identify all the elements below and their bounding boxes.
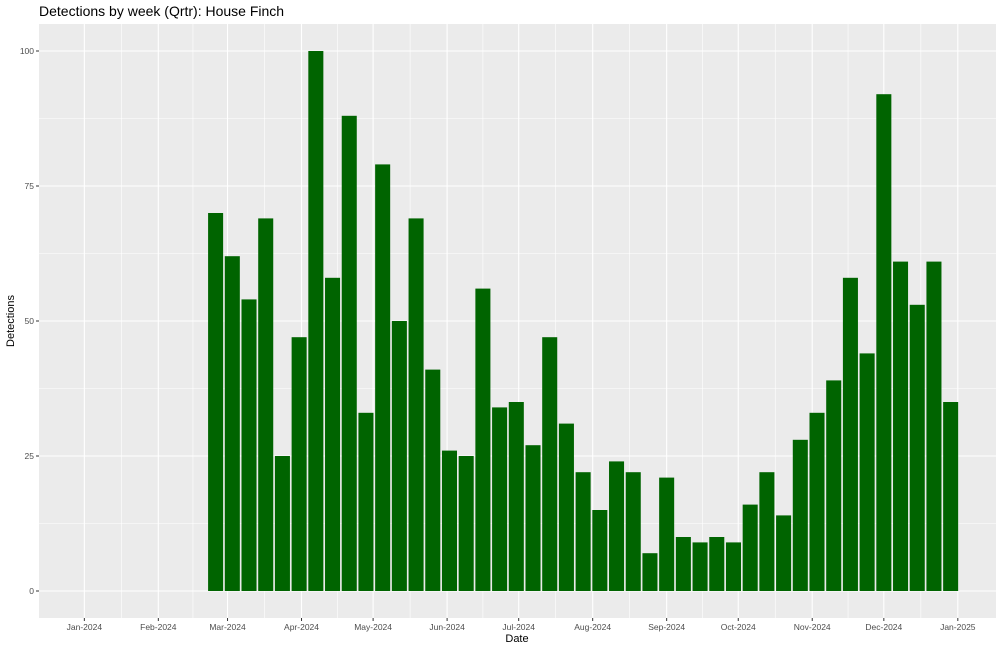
x-tick-label: Jul-2024 [502,622,535,632]
bar [742,504,758,591]
x-tick-label: Jun-2024 [429,622,465,632]
bar [893,261,909,591]
bar [542,337,558,591]
chart-title: Detections by week (Qrtr): House Finch [39,3,284,19]
bar [475,288,491,591]
y-axis-title: Detections [5,295,17,347]
bar [241,299,257,591]
bar [826,380,842,591]
x-tick-label: Aug-2024 [574,622,611,632]
x-tick-label: Feb-2024 [140,622,177,632]
bar [508,402,524,591]
y-tick-label: 50 [25,316,35,326]
x-tick-label: Mar-2024 [209,622,246,632]
bar [375,164,391,591]
bar [725,542,741,591]
bars [208,51,959,592]
bar [458,456,474,591]
x-tick-label: Oct-2024 [721,622,756,632]
bar [391,321,407,591]
y-tick-label: 100 [20,46,34,56]
bar [274,456,290,591]
bar [558,423,574,591]
bar [792,439,808,591]
bar [675,537,691,591]
bar [642,553,658,591]
bar [809,412,825,591]
bar [859,353,875,591]
bar [408,218,424,591]
bar [308,51,324,591]
bar [492,407,508,591]
x-tick-label: Jan-2025 [940,622,976,632]
bar [709,537,725,591]
x-tick-label: Nov-2024 [794,622,831,632]
bar [943,402,959,591]
y-tick-label: 25 [25,451,35,461]
bar [609,461,625,591]
bar [759,472,775,591]
bar [325,277,341,591]
x-tick-label: Sep-2024 [648,622,685,632]
bar [592,510,608,591]
bar [341,115,357,592]
x-axis: Jan-2024 Feb-2024 Mar-2024 Apr-2024 May-2024… [67,618,976,632]
x-tick-label: May-2024 [354,622,392,632]
bar [842,277,858,591]
x-axis-title: Date [505,633,528,645]
bar [208,213,224,591]
bar [876,94,892,591]
bar [441,450,458,591]
bar [926,261,942,591]
x-tick-label: Apr-2024 [284,622,319,632]
bar [625,472,641,591]
bar [909,304,925,591]
x-tick-label: Jan-2024 [67,622,103,632]
bar [358,412,374,591]
bar [258,218,274,591]
bar [575,472,591,591]
bar [659,477,675,591]
y-axis: 0 25 50 75 100 [20,46,39,596]
bar [692,542,708,591]
bar [224,256,240,591]
bar [776,515,792,591]
bar [425,369,441,591]
bar [291,337,307,591]
y-tick-label: 75 [25,181,35,191]
bar [525,445,541,591]
x-tick-label: Dec-2024 [865,622,902,632]
y-tick-label: 0 [29,586,34,596]
